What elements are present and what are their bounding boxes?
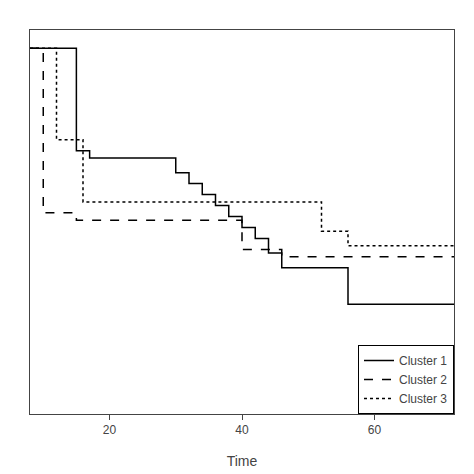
svg-text:Cluster 2: Cluster 2 <box>399 373 447 387</box>
svg-text:Cluster 3: Cluster 3 <box>399 392 447 406</box>
svg-text:40: 40 <box>235 423 249 437</box>
svg-text:Time: Time <box>227 453 258 469</box>
svg-text:60: 60 <box>368 423 382 437</box>
svg-text:Cluster 1: Cluster 1 <box>399 354 447 368</box>
svg-text:20: 20 <box>103 423 117 437</box>
